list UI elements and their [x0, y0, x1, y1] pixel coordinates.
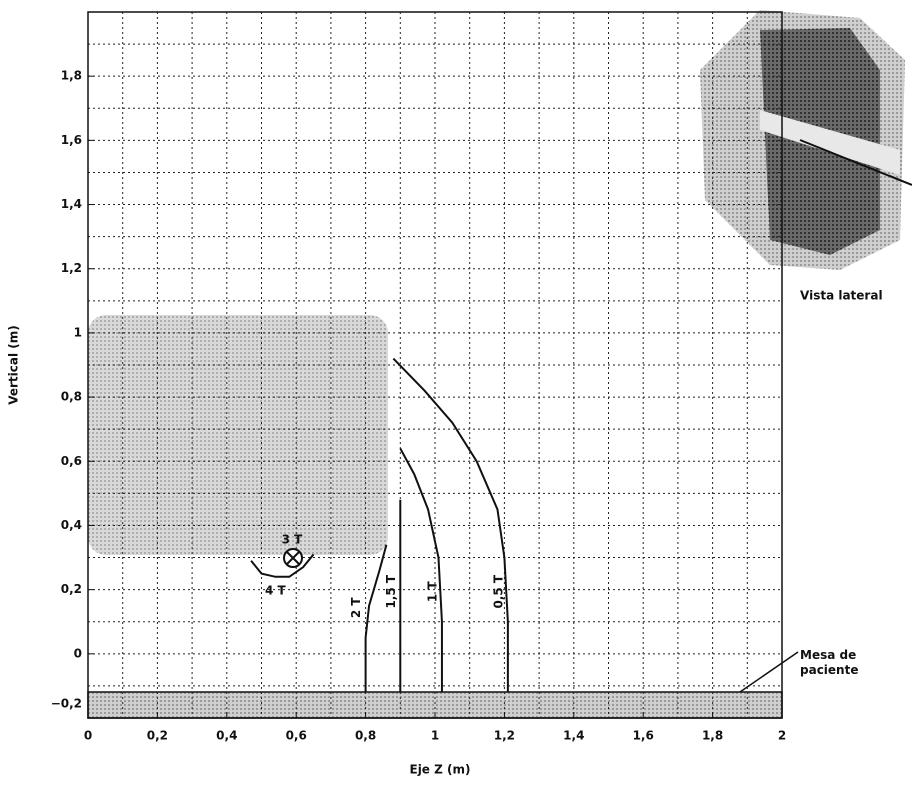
- y-tick-label: 0,6: [61, 454, 82, 468]
- contour-label: 1,5 T: [384, 574, 398, 608]
- x-tick-label: 1,4: [563, 729, 584, 743]
- contour-line: [366, 545, 387, 693]
- y-tick-label: 0: [74, 646, 82, 660]
- x-tick-label: 0,4: [216, 729, 237, 743]
- inset-label: Vista lateral: [800, 289, 883, 303]
- contour-line: [393, 359, 508, 693]
- contour-label: 2 T: [349, 597, 363, 619]
- contour-label: 3 T: [282, 533, 304, 547]
- y-tick-label: 1: [74, 325, 82, 339]
- page: Vista lateral Eje Z (m) Vertical (m) 0 0,…: [0, 0, 912, 782]
- y-axis-title: Vertical (m): [7, 325, 21, 405]
- x-tick-label: 1,8: [702, 729, 723, 743]
- x-tick-label: 1,2: [494, 729, 515, 743]
- y-tick-label: 0,8: [61, 390, 82, 404]
- x-tick-label: 1,6: [633, 729, 654, 743]
- contour-label: 1 T: [425, 581, 439, 603]
- contour-label: 4 T: [265, 583, 287, 597]
- x-tick-label: 0,2: [147, 729, 168, 743]
- y-tick-label: 1,2: [61, 261, 82, 275]
- y-tick-label: 1,8: [61, 69, 82, 83]
- x-tick-label: 0,8: [355, 729, 376, 743]
- y-tick-label: 1,6: [61, 133, 82, 147]
- x-tick-label: 0,6: [286, 729, 307, 743]
- inset: Vista lateral: [700, 10, 912, 303]
- x-axis-title: Eje Z (m): [410, 763, 471, 777]
- contour-line: [400, 448, 442, 692]
- x-tick-label: 1: [431, 729, 439, 743]
- y-tick-label: −0,2: [51, 697, 82, 711]
- magnet-shade: [88, 315, 388, 555]
- contour-label: 0,5 T: [491, 574, 505, 608]
- x-tick-label: 0: [84, 729, 92, 743]
- table-label: Mesa de paciente: [800, 648, 880, 678]
- chart: Vista lateral Eje Z (m) Vertical (m) 0 0,…: [0, 0, 912, 782]
- y-tick-label: 1,4: [61, 197, 82, 211]
- x-tick-label: 2: [778, 729, 786, 743]
- y-tick-label: 0,2: [61, 582, 82, 596]
- y-tick-label: 0,4: [61, 518, 82, 532]
